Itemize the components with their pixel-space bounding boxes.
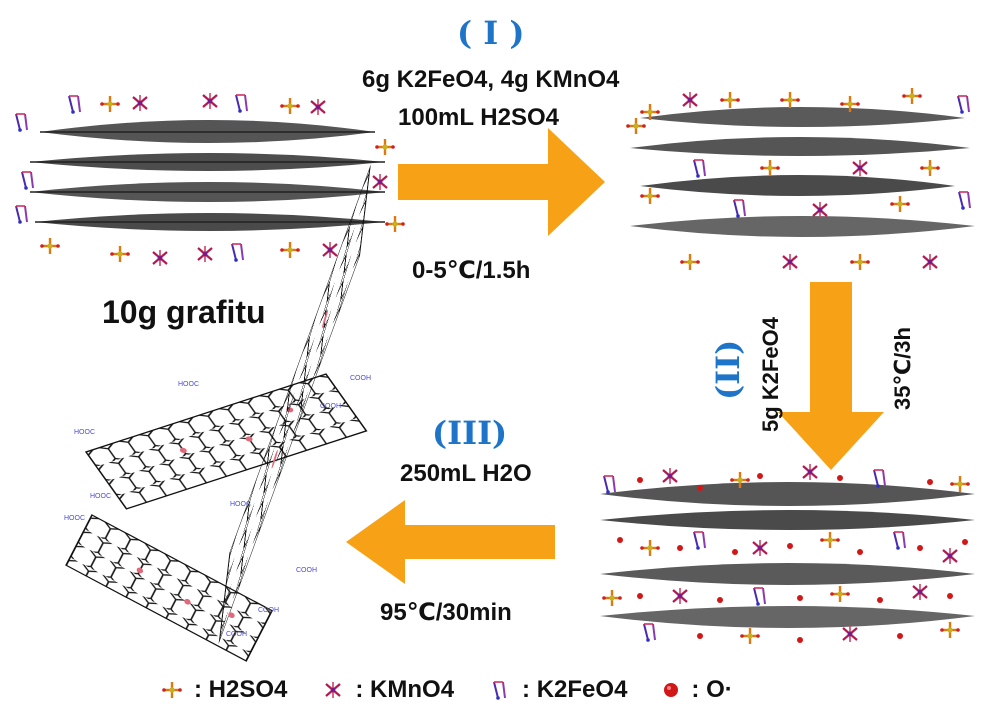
h2so4-molecule-icon xyxy=(160,680,184,700)
legend-label: : H2SO4 xyxy=(194,676,288,703)
step1-numeral: ( I ) xyxy=(457,14,525,52)
edge-group-label: COOH xyxy=(320,403,341,410)
start-material-label: 10g grafitu xyxy=(102,294,266,330)
step3-reagent: 250mL H2O xyxy=(400,460,532,487)
step1-arrow xyxy=(398,128,605,236)
edge-group-label: COOH xyxy=(258,607,279,614)
graphene-sheet xyxy=(30,182,385,202)
step2-arrow xyxy=(778,282,884,470)
edge-group-label: HOOC xyxy=(74,429,95,436)
legend-item-oxygen: : O· xyxy=(661,676,733,704)
graphene-oxide-sheets: HOOC COOH HOOC COOH HOOC HOOC HOOC COOH … xyxy=(64,164,371,662)
step1-reagents-line1: 6g K2FeO4, 4g KMnO4 xyxy=(362,66,620,93)
step2-reagent: 5g K2FeO4 xyxy=(758,317,783,432)
legend-item-h2so4: : H2SO4 xyxy=(160,676,287,704)
step3-arrow xyxy=(346,500,555,584)
edge-group-label: HOOC xyxy=(230,501,251,508)
graphite-stack xyxy=(15,91,406,268)
graphene-sheet xyxy=(30,153,385,171)
step2-conditions: 35℃/3h xyxy=(890,327,915,410)
go-sheet-bottom xyxy=(65,514,273,662)
step1-conditions: 0-5℃/1.5h xyxy=(412,257,531,284)
legend-label: : O· xyxy=(691,676,733,703)
oxygen-radical-icon xyxy=(664,683,679,697)
edge-group-label: HOOC xyxy=(90,493,111,500)
intercalated-graphite xyxy=(625,86,975,272)
kmno4-molecule-icon xyxy=(325,680,342,700)
oxidized-graphite xyxy=(600,462,975,646)
step2-numeral: (II) xyxy=(709,339,747,400)
graphene-sheet xyxy=(40,120,375,143)
legend-label: : K2FeO4 xyxy=(522,676,628,703)
edge-group-label: HOOC xyxy=(64,515,85,522)
step3-numeral: (III) xyxy=(432,414,508,452)
legend: : H2SO4 : KMnO4 : K2FeO4 : O· xyxy=(160,676,767,704)
legend-item-k2feo4: : K2FeO4 xyxy=(488,676,627,704)
legend-label: : KMnO4 xyxy=(355,676,455,703)
legend-item-kmno4: : KMnO4 xyxy=(321,676,454,704)
edge-group-label: COOH xyxy=(350,375,371,382)
edge-group-label: COOH xyxy=(296,567,317,574)
edge-group-label: HOOC xyxy=(178,381,199,388)
graphene-sheet xyxy=(35,213,385,231)
edge-group-label: COOH xyxy=(226,631,247,638)
step1-reagents-line2: 100mL H2SO4 xyxy=(398,104,559,131)
go-sheet-top xyxy=(84,373,368,510)
k2feo4-molecule-icon xyxy=(493,681,507,701)
step3-conditions: 95℃/30min xyxy=(380,599,512,626)
